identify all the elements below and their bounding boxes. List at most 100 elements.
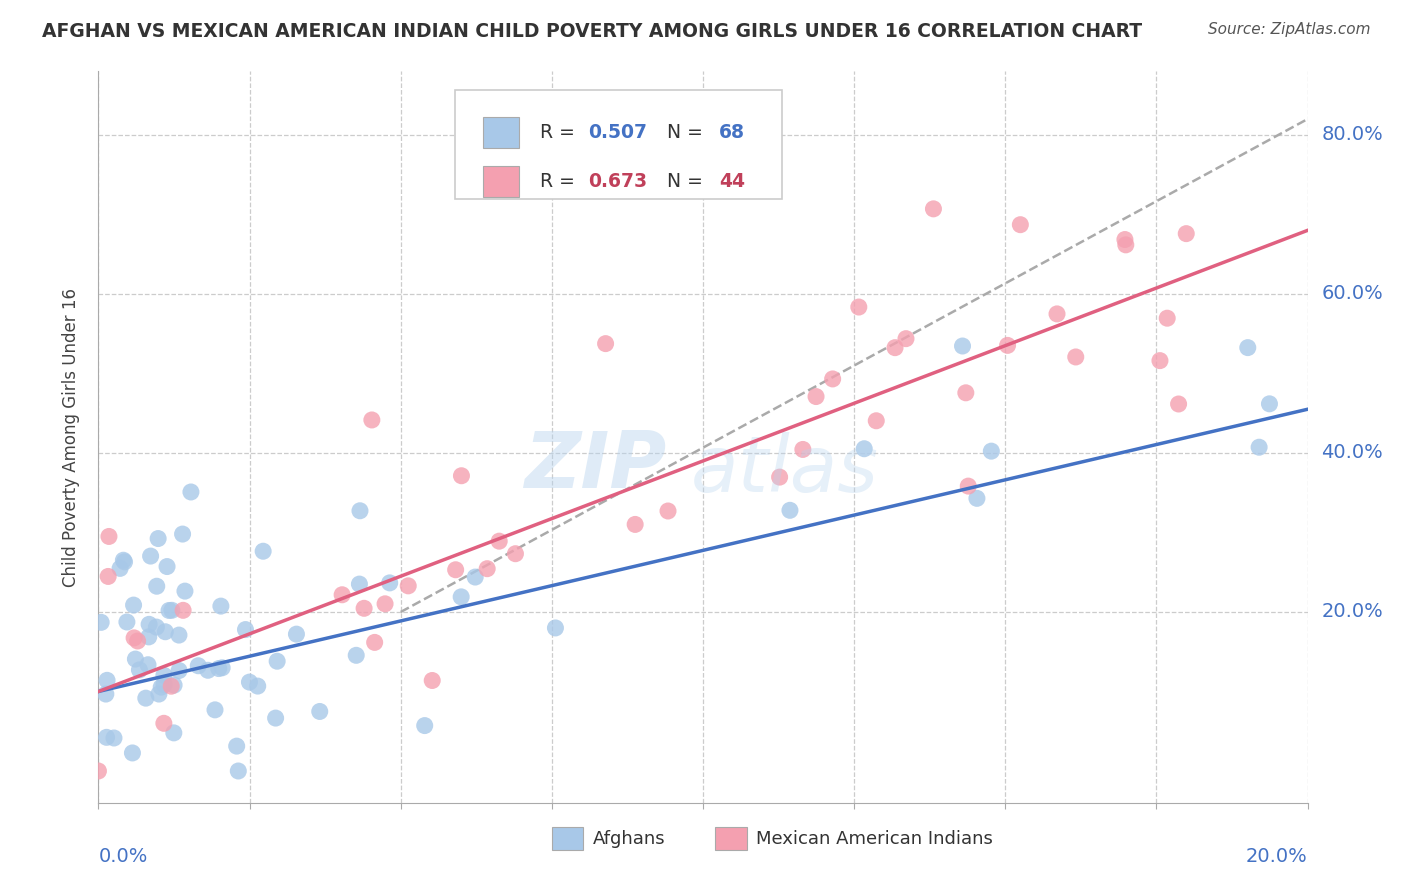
Point [153,668,176,682]
Point [180,485,202,500]
Point [121,746,143,760]
Text: 20.0%: 20.0% [1322,602,1384,622]
Text: 0.507: 0.507 [588,123,647,142]
Point [464,570,486,584]
Point [114,555,136,569]
Point [1258,397,1281,411]
Point [966,491,988,506]
Point [252,544,274,558]
Point [779,503,801,517]
Point [488,534,510,549]
Point [155,624,177,639]
Point [1046,307,1069,321]
Point [957,479,980,493]
Point [363,635,385,649]
Text: R =: R = [540,172,581,191]
Text: 80.0%: 80.0% [1322,126,1384,145]
Point [96,673,118,688]
Point [160,679,183,693]
Point [444,563,467,577]
Point [378,575,401,590]
Point [122,631,145,645]
Point [657,504,679,518]
Point [821,372,844,386]
Point [97,569,120,583]
Point [167,628,190,642]
Text: N =: N = [655,123,709,142]
Point [97,529,120,543]
Point [145,579,167,593]
Point [128,663,150,677]
Point [226,764,249,778]
Point [108,561,131,575]
Point [174,584,197,599]
Text: Source: ZipAtlas.com: Source: ZipAtlas.com [1208,22,1371,37]
Point [330,588,353,602]
Point [90,615,112,630]
Point [349,577,371,591]
Point [167,664,190,678]
Point [865,414,887,428]
Point [246,679,269,693]
Point [153,677,176,691]
Point [1167,397,1189,411]
Point [135,691,157,706]
Text: ZIP: ZIP [524,428,666,504]
Point [122,598,145,612]
Point [211,661,233,675]
Point [1236,341,1258,355]
Point [96,731,118,745]
Point [208,662,231,676]
Point [172,603,194,617]
Point [1149,353,1171,368]
Point [505,547,527,561]
Point [420,673,443,688]
Point [139,549,162,563]
Point [138,617,160,632]
Text: N =: N = [655,172,709,191]
Point [450,468,472,483]
Point [344,648,367,663]
Point [952,339,974,353]
Point [225,739,247,753]
FancyBboxPatch shape [482,166,519,197]
Point [136,657,159,672]
Text: Afghans: Afghans [593,830,665,847]
Point [157,603,180,617]
Text: 60.0%: 60.0% [1322,285,1384,303]
Point [1156,311,1178,326]
Point [396,579,419,593]
Point [353,601,375,615]
Point [624,517,647,532]
Text: atlas: atlas [690,432,879,508]
Point [308,705,330,719]
Point [112,553,135,567]
Point [1175,227,1198,241]
Point [768,470,790,484]
Text: AFGHAN VS MEXICAN AMERICAN INDIAN CHILD POVERTY AMONG GIRLS UNDER 16 CORRELATION: AFGHAN VS MEXICAN AMERICAN INDIAN CHILD … [42,22,1142,41]
Point [374,597,396,611]
Text: 20.0%: 20.0% [1246,847,1308,866]
Point [922,202,945,216]
Point [138,630,160,644]
Point [153,716,176,731]
Point [266,654,288,668]
Point [884,341,907,355]
Text: R =: R = [540,123,581,142]
Text: Mexican American Indians: Mexican American Indians [756,830,993,847]
Text: 44: 44 [718,172,745,191]
Point [187,658,209,673]
Point [1249,440,1271,454]
Point [145,620,167,634]
Point [264,711,287,725]
Point [477,562,499,576]
FancyBboxPatch shape [482,117,519,147]
Point [115,615,138,629]
Point [285,627,308,641]
Point [804,390,827,404]
Point [349,504,371,518]
Point [163,726,186,740]
Point [595,336,617,351]
Point [204,703,226,717]
Point [146,532,169,546]
